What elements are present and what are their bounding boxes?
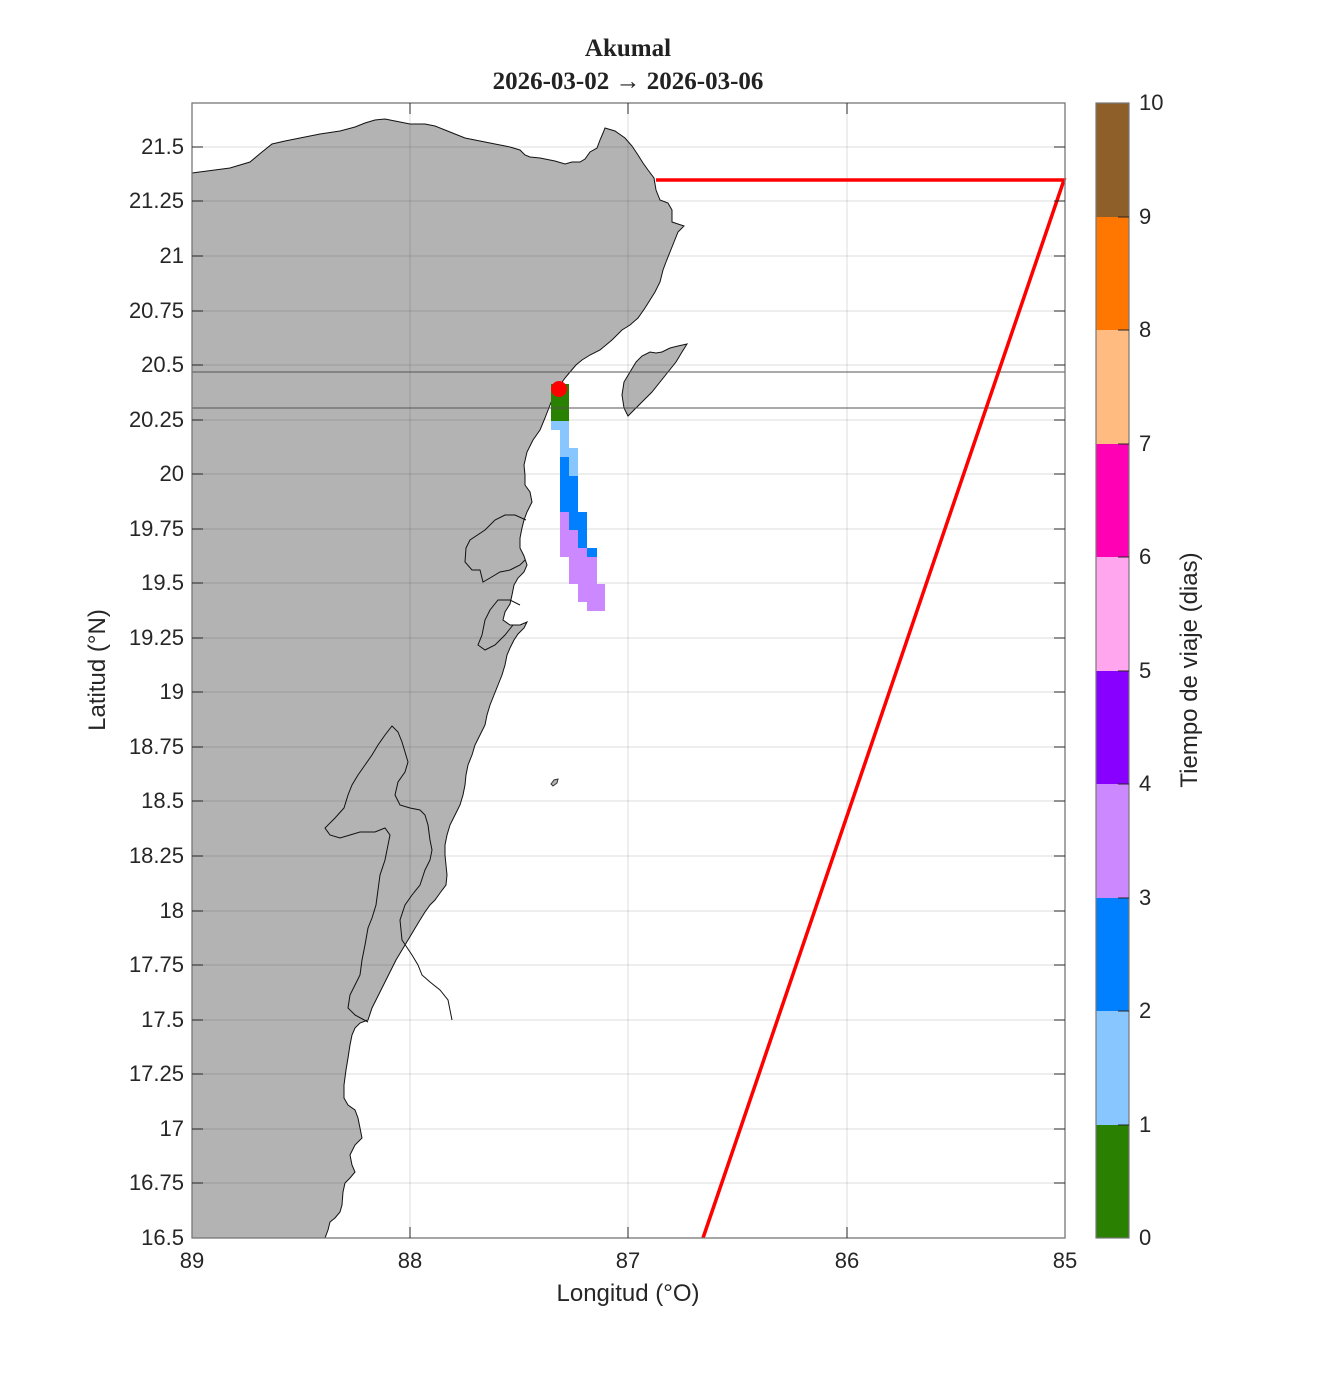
cell-day-3-4 — [578, 548, 587, 557]
x-tick-label: 85 — [1052, 1248, 1078, 1273]
cell-day-2-3 — [587, 548, 597, 557]
y-tick-label: 19 — [159, 679, 184, 704]
y-tick-label: 17.25 — [128, 1061, 184, 1086]
y-tick-label: 18 — [159, 898, 184, 923]
x-axis-label: Longitud (°O) — [556, 1280, 700, 1307]
y-tick-label: 21.25 — [128, 188, 184, 213]
colorbar-tick-label: 1 — [1139, 1112, 1152, 1137]
chinchorro-reef — [550, 778, 559, 787]
colorbar-tick-label: 7 — [1139, 431, 1152, 456]
y-tick-label: 20.75 — [128, 298, 184, 323]
travel-time-cells — [551, 384, 605, 611]
cell-day-1-2 — [551, 421, 569, 430]
x-tick-label: 88 — [397, 1248, 423, 1273]
colorbar-tick-label: 8 — [1139, 317, 1152, 342]
colorbar-tick-label: 9 — [1139, 204, 1152, 229]
colorbar-tick-label: 0 — [1139, 1225, 1152, 1250]
cell-day-3-4 — [569, 530, 578, 557]
y-tick-label: 20.5 — [141, 352, 184, 377]
y-tick-label: 21.5 — [141, 134, 184, 159]
colorbar — [1095, 102, 1130, 1239]
cell-day-1-2 — [569, 457, 578, 476]
chart-subtitle: 2026-03-02 → 2026-03-06 — [492, 68, 764, 95]
grid — [192, 103, 1065, 1238]
colorbar-tick-label: 10 — [1139, 90, 1164, 115]
colorbar-tick-label: 4 — [1139, 771, 1152, 796]
y-axis-label: Latitud (°N) — [84, 609, 111, 731]
cell-day-2-3 — [578, 530, 587, 548]
cell-day-2-3 — [569, 512, 587, 530]
cell-day-3-4 — [560, 512, 569, 557]
ascension-bay-outline — [464, 514, 527, 583]
colorbar-tick-label: 6 — [1139, 544, 1152, 569]
axis-ticks — [192, 103, 1065, 1238]
y-tick-label: 17.75 — [128, 952, 184, 977]
cell-day-3-4 — [578, 584, 605, 602]
origin-marker — [551, 381, 567, 397]
cell-day-2-3 — [560, 457, 569, 476]
y-tick-label: 19.75 — [128, 516, 184, 541]
y-tick-label: 18.5 — [141, 788, 184, 813]
x-tick-label: 86 — [834, 1248, 860, 1273]
colorbar-tick-label: 2 — [1139, 998, 1152, 1023]
y-tick-label: 20.25 — [128, 407, 184, 432]
cell-day-1-2 — [560, 448, 578, 457]
cell-day-2-3 — [560, 476, 578, 512]
lagoon-outline — [477, 599, 521, 651]
y-tick-label: 17 — [159, 1116, 184, 1141]
y-tick-label: 16.75 — [128, 1170, 184, 1195]
y-tick-label: 16.5 — [141, 1225, 184, 1250]
colorbar-label: Tiempo de viaje (dias) — [1176, 552, 1203, 788]
x-tick-label: 87 — [615, 1248, 641, 1273]
y-tick-label: 18.75 — [128, 734, 184, 759]
cell-day-3-4 — [569, 557, 597, 584]
cell-day-3-4 — [587, 602, 605, 611]
land-mass — [191, 118, 685, 1239]
bay-outline — [324, 725, 453, 1023]
y-tick-label: 21 — [159, 243, 184, 268]
cell-day-1-2 — [560, 430, 569, 449]
domain-boundary — [656, 178, 1067, 1239]
y-tick-label: 20 — [159, 461, 184, 486]
colorbar-tick-label: 5 — [1139, 658, 1152, 683]
y-tick-label: 17.5 — [141, 1007, 184, 1032]
chart-title: Akumal — [584, 35, 672, 62]
colorbar-tick-label: 3 — [1139, 885, 1152, 910]
y-tick-label: 19.5 — [141, 570, 184, 595]
cozumel-island — [621, 343, 689, 417]
y-tick-label: 19.25 — [128, 625, 184, 650]
y-tick-label: 18.25 — [128, 843, 184, 868]
x-tick-label: 89 — [179, 1248, 205, 1273]
